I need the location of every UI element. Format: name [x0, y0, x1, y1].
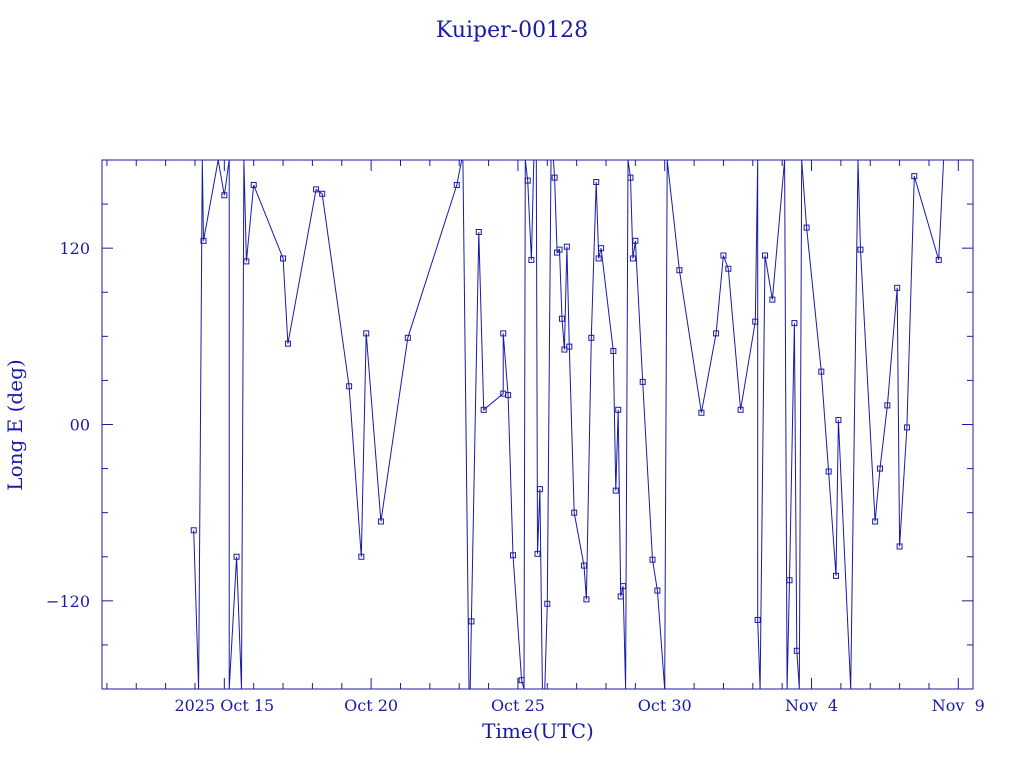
- tick-labels: 2025 Oct 15 Oct 20 Oct 25 Oct 30 Nov 4 Nov 9 1…: [46, 239, 985, 715]
- data-point: [835, 417, 842, 424]
- data-point: [903, 424, 910, 431]
- data-point: [769, 296, 776, 303]
- data-point: [786, 577, 793, 584]
- data-point: [243, 258, 250, 265]
- data-point: [639, 378, 646, 385]
- data-point: [534, 550, 541, 557]
- data-point: [818, 368, 825, 375]
- data-point: [620, 583, 627, 590]
- data-point: [725, 265, 732, 272]
- x-tick-label: Nov 4: [785, 696, 838, 715]
- data-point: [793, 647, 800, 654]
- data-point: [544, 600, 551, 607]
- data-point: [617, 593, 624, 600]
- data-point: [610, 348, 617, 355]
- data-point: [536, 486, 543, 493]
- data-point: [884, 402, 891, 409]
- data-point: [377, 518, 384, 525]
- data-point: [754, 616, 761, 623]
- data-point: [698, 409, 705, 416]
- data-point: [593, 179, 600, 186]
- chart-title: Kuiper-00128: [436, 18, 588, 43]
- y-tick-label: 00: [70, 416, 90, 435]
- data-point: [588, 334, 595, 341]
- data-point: [200, 237, 207, 244]
- data-point: [480, 406, 487, 413]
- x-tick-label: Oct 20: [344, 696, 398, 715]
- data-point: [676, 267, 683, 274]
- data-point: [752, 318, 759, 325]
- data-point: [518, 677, 525, 684]
- data-point: [629, 255, 636, 262]
- data-point: [475, 229, 482, 236]
- data-point: [556, 246, 563, 253]
- data-point: [654, 587, 661, 594]
- data-point: [877, 465, 884, 472]
- data-point: [524, 177, 531, 184]
- data-point: [571, 509, 578, 516]
- data-point: [346, 383, 353, 390]
- data-point: [911, 173, 918, 180]
- x-tick-label: Oct 25: [491, 696, 545, 715]
- data-point: [612, 487, 619, 494]
- data-point: [221, 192, 228, 199]
- data-point: [894, 284, 901, 291]
- data-point: [598, 245, 605, 252]
- x-tick-label: 2025 Oct 15: [174, 696, 274, 715]
- ticks: [102, 160, 973, 689]
- y-axis-label: Long E (deg): [3, 359, 27, 490]
- data-point: [583, 596, 590, 603]
- data-point: [190, 527, 197, 534]
- x-tick-label: Oct 30: [638, 696, 692, 715]
- data-point: [551, 174, 558, 181]
- data-point: [453, 181, 460, 188]
- series: [190, 159, 971, 690]
- data-point: [935, 256, 942, 263]
- data-point: [896, 543, 903, 550]
- data-point: [363, 330, 370, 337]
- series-line: [193, 159, 971, 690]
- y-axis-label-text: Long E (deg): [3, 359, 27, 490]
- data-point: [737, 406, 744, 413]
- data-point: [720, 252, 727, 259]
- data-point: [615, 406, 622, 413]
- data-point: [558, 315, 565, 322]
- data-point: [580, 562, 587, 569]
- data-point: [505, 392, 512, 399]
- data-point: [528, 256, 535, 263]
- data-point: [649, 556, 656, 563]
- data-point: [632, 237, 639, 244]
- x-tick-label: Nov 9: [932, 696, 985, 715]
- data-point: [319, 190, 326, 197]
- data-point: [713, 330, 720, 337]
- data-point: [872, 518, 879, 525]
- data-point: [803, 224, 810, 231]
- y-tick-label: 120: [59, 239, 90, 258]
- data-point: [762, 252, 769, 259]
- data-point: [832, 572, 839, 579]
- x-axis-label: Time(UTC): [482, 719, 594, 743]
- data-point: [510, 552, 517, 559]
- data-point: [595, 255, 602, 262]
- data-point: [627, 174, 634, 181]
- data-point: [280, 255, 287, 262]
- data-point: [468, 618, 475, 625]
- data-point: [857, 246, 864, 253]
- data-point: [313, 186, 320, 193]
- data-point: [284, 340, 291, 347]
- data-point: [825, 468, 832, 475]
- data-point: [566, 343, 573, 350]
- data-point: [791, 320, 798, 327]
- y-tick-label: −120: [46, 592, 90, 611]
- data-point: [233, 553, 240, 560]
- data-point: [404, 334, 411, 341]
- data-point: [500, 330, 507, 337]
- data-point: [250, 181, 257, 188]
- data-point: [358, 553, 365, 560]
- data-point: [563, 243, 570, 250]
